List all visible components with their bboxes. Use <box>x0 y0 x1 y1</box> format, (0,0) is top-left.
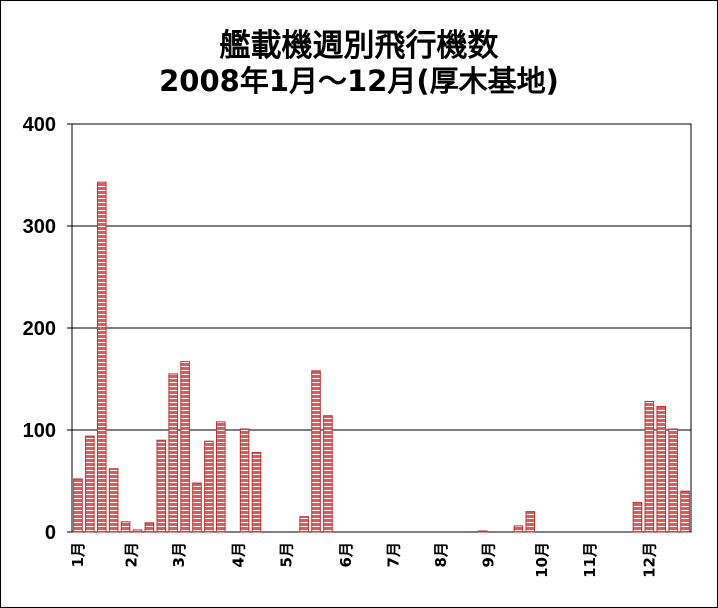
bar-week-8 <box>156 439 167 533</box>
gridlines <box>72 225 691 431</box>
x-tick-label: 6月 <box>337 542 355 567</box>
bar-week-48 <box>632 501 643 533</box>
bar-week-10 <box>180 361 190 533</box>
bar-week-22 <box>323 415 333 533</box>
x-tick-label: 12月 <box>640 542 658 578</box>
bar-week-51 <box>668 428 678 533</box>
bar-week-50 <box>656 406 667 533</box>
bar-week-3 <box>96 181 107 533</box>
x-tick-label: 7月 <box>384 542 402 567</box>
bar-week-13 <box>216 421 226 533</box>
bar-week-6 <box>132 529 143 533</box>
y-tick-label: 200 <box>23 318 56 340</box>
chart-subtitle: 2008年1月～12月(厚木基地) <box>159 64 559 98</box>
x-tick-label: 8月 <box>432 542 450 567</box>
bar-week-52 <box>680 490 690 533</box>
bar-week-35 <box>477 530 488 533</box>
bar-week-39 <box>525 511 536 533</box>
x-tick-label: 3月 <box>170 542 188 567</box>
y-axis-ticks: 0 100 200 300 400 <box>23 114 72 544</box>
bars <box>73 181 690 533</box>
bar-week-15 <box>239 428 250 533</box>
x-tick-label: 4月 <box>230 542 248 567</box>
bar-week-1 <box>73 478 83 533</box>
bar-week-5 <box>120 521 131 533</box>
x-tick-label: 5月 <box>277 542 295 567</box>
x-tick-label: 2月 <box>123 542 141 567</box>
bar-week-16 <box>251 451 262 533</box>
bar-week-11 <box>192 482 202 533</box>
y-tick-label: 100 <box>23 420 56 442</box>
y-tick-label: 0 <box>45 522 56 544</box>
bar-week-38 <box>513 525 524 533</box>
bar-week-12 <box>204 440 214 533</box>
bar-week-7 <box>144 522 155 533</box>
bar-week-9 <box>168 373 178 533</box>
bar-week-4 <box>108 468 119 533</box>
bar-week-2 <box>85 435 95 533</box>
bar-week-49 <box>644 400 655 533</box>
x-axis-ticks: 1月 2月 3月 4月 5月 6月 7月 8月 9月 10月 11月 12月 <box>69 542 658 578</box>
bar-week-20 <box>299 516 309 533</box>
y-tick-label: 300 <box>23 216 56 238</box>
x-tick-label: 1月 <box>69 542 87 567</box>
bar-week-21 <box>311 370 321 533</box>
x-tick-label: 10月 <box>533 542 551 578</box>
x-tick-label: 11月 <box>581 542 599 578</box>
y-tick-label: 400 <box>23 114 56 136</box>
chart-title: 艦載機週別飛行機数 <box>219 28 499 64</box>
x-tick-label: 9月 <box>480 542 498 567</box>
